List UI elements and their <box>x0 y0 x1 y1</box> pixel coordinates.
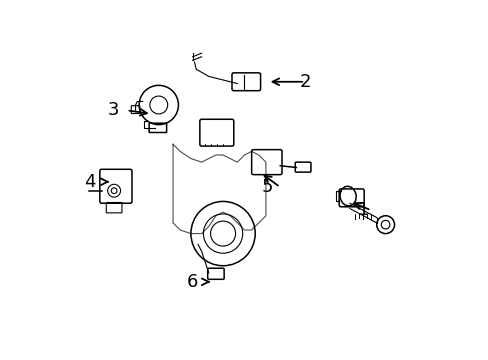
Text: 5: 5 <box>261 178 272 196</box>
Text: 4: 4 <box>84 173 96 191</box>
Text: 2: 2 <box>299 73 310 91</box>
Text: 6: 6 <box>186 273 197 291</box>
Text: 1: 1 <box>357 201 368 219</box>
Text: 3: 3 <box>107 102 119 120</box>
